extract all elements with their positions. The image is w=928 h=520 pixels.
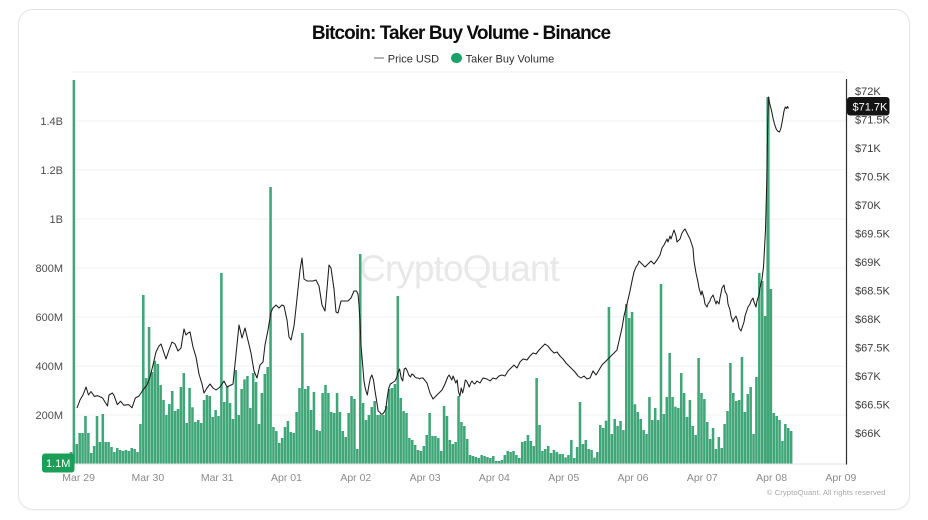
svg-text:$69.5K: $69.5K — [855, 228, 891, 240]
svg-text:$71K: $71K — [855, 143, 881, 155]
svg-text:$66K: $66K — [855, 428, 881, 440]
svg-text:Apr 06: Apr 06 — [618, 472, 649, 484]
svg-text:Mar 30: Mar 30 — [132, 472, 165, 484]
svg-text:$67K: $67K — [855, 371, 881, 383]
svg-text:$71.7K: $71.7K — [853, 102, 889, 114]
svg-text:400M: 400M — [35, 361, 63, 373]
svg-text:$70K: $70K — [855, 200, 881, 212]
svg-text:Apr 05: Apr 05 — [548, 472, 579, 484]
svg-text:1.2B: 1.2B — [40, 165, 63, 177]
svg-text:Apr 07: Apr 07 — [687, 472, 718, 484]
svg-text:$72K: $72K — [855, 86, 881, 98]
svg-text:200M: 200M — [35, 410, 63, 422]
svg-text:Apr 08: Apr 08 — [756, 472, 787, 484]
svg-text:1.1M: 1.1M — [46, 458, 70, 470]
svg-text:1B: 1B — [50, 214, 63, 226]
svg-text:© CryptoQuant. All rights rese: © CryptoQuant. All rights reserved — [767, 488, 886, 497]
svg-text:$66.5K: $66.5K — [855, 399, 891, 411]
svg-text:Apr 03: Apr 03 — [410, 472, 441, 484]
svg-text:Apr 04: Apr 04 — [479, 472, 510, 484]
svg-text:$69K: $69K — [855, 257, 881, 269]
svg-text:Mar 31: Mar 31 — [201, 472, 234, 484]
svg-text:Apr 09: Apr 09 — [825, 472, 856, 484]
svg-text:800M: 800M — [35, 263, 63, 275]
svg-text:Apr 02: Apr 02 — [340, 472, 371, 484]
svg-text:1.4B: 1.4B — [40, 116, 63, 128]
svg-text:Apr 01: Apr 01 — [271, 472, 302, 484]
svg-text:$71.5K: $71.5K — [855, 114, 891, 126]
svg-text:$67.5K: $67.5K — [855, 342, 891, 354]
svg-text:600M: 600M — [35, 312, 63, 324]
svg-text:$68.5K: $68.5K — [855, 285, 891, 297]
svg-text:$70.5K: $70.5K — [855, 171, 891, 183]
svg-text:Mar 29: Mar 29 — [62, 472, 95, 484]
svg-text:$68K: $68K — [855, 314, 881, 326]
svg-text:CryptoQuant: CryptoQuant — [359, 248, 560, 289]
